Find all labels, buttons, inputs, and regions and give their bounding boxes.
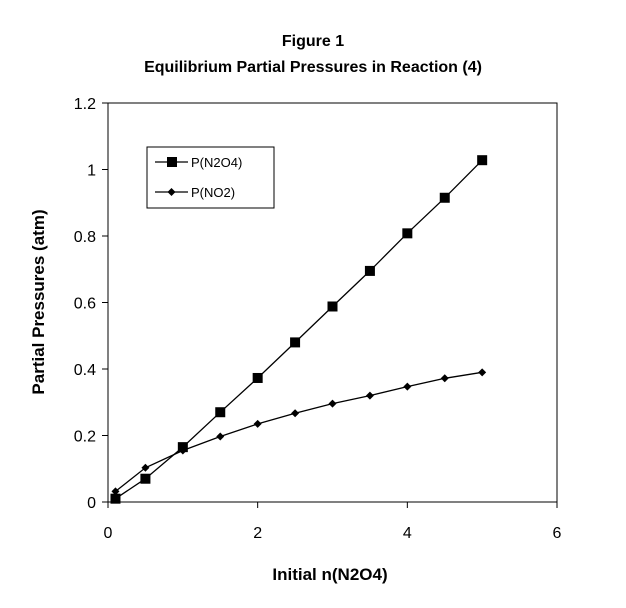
chart-subtitle: Equilibrium Partial Pressures in Reactio… [144, 59, 482, 76]
data-point-p-n2o4 [439, 192, 450, 203]
data-point-p-n2o4 [290, 337, 301, 348]
data-point-p-no2 [216, 432, 225, 441]
x-axis: 0 2 4 6 [104, 502, 562, 542]
data-point-p-n2o4 [252, 372, 263, 383]
data-point-p-no2 [291, 409, 300, 418]
y-tick-label: 1.2 [74, 96, 96, 113]
y-tick-label: 0.6 [74, 296, 96, 313]
data-point-p-n2o4 [140, 473, 151, 484]
legend-label-n2o4: P(N2O4) [191, 155, 242, 170]
y-tick-label: 0.8 [74, 229, 96, 246]
data-point-p-no2 [328, 399, 337, 408]
data-point-p-n2o4 [110, 493, 121, 504]
legend-label-no2: P(NO2) [191, 185, 235, 200]
y-tick-label: 0.4 [74, 362, 96, 379]
data-point-p-no2 [365, 391, 374, 400]
data-point-p-n2o4 [215, 407, 226, 418]
x-tick-label: 6 [553, 525, 562, 542]
data-point-p-no2 [111, 487, 120, 496]
data-point-p-no2 [253, 419, 262, 428]
data-point-p-no2 [440, 374, 449, 383]
data-point-p-no2 [141, 463, 150, 472]
series-line-p-no2 [115, 371, 483, 492]
data-point-p-no2 [478, 368, 487, 377]
y-tick-label: 1 [87, 163, 96, 180]
legend: P(N2O4) P(NO2) [146, 146, 275, 209]
data-point-p-n2o4 [477, 155, 488, 166]
data-point-p-n2o4 [364, 265, 375, 276]
series-line-p-n2o4 [115, 159, 483, 500]
y-tick-label: 0.2 [74, 429, 96, 446]
legend-marker-diamond [167, 188, 176, 196]
data-point-p-n2o4 [327, 301, 338, 312]
data-point-p-no2 [178, 446, 187, 455]
data-point-p-no2 [403, 382, 412, 391]
y-axis: 0 0.2 0.4 0.6 0.8 1 1.2 [74, 96, 108, 512]
x-tick-label: 2 [253, 525, 262, 542]
chart-title: Figure 1 [282, 33, 344, 50]
x-tick-label: 0 [104, 525, 113, 542]
y-tick-label: 0 [87, 495, 96, 512]
x-axis-title: Initial n(N2O4) [272, 565, 387, 584]
legend-marker-square [167, 157, 177, 167]
series-layer [110, 155, 488, 504]
data-point-p-n2o4 [402, 228, 413, 239]
y-axis-title: Partial Pressures (atm) [29, 209, 48, 394]
x-tick-label: 4 [403, 525, 412, 542]
